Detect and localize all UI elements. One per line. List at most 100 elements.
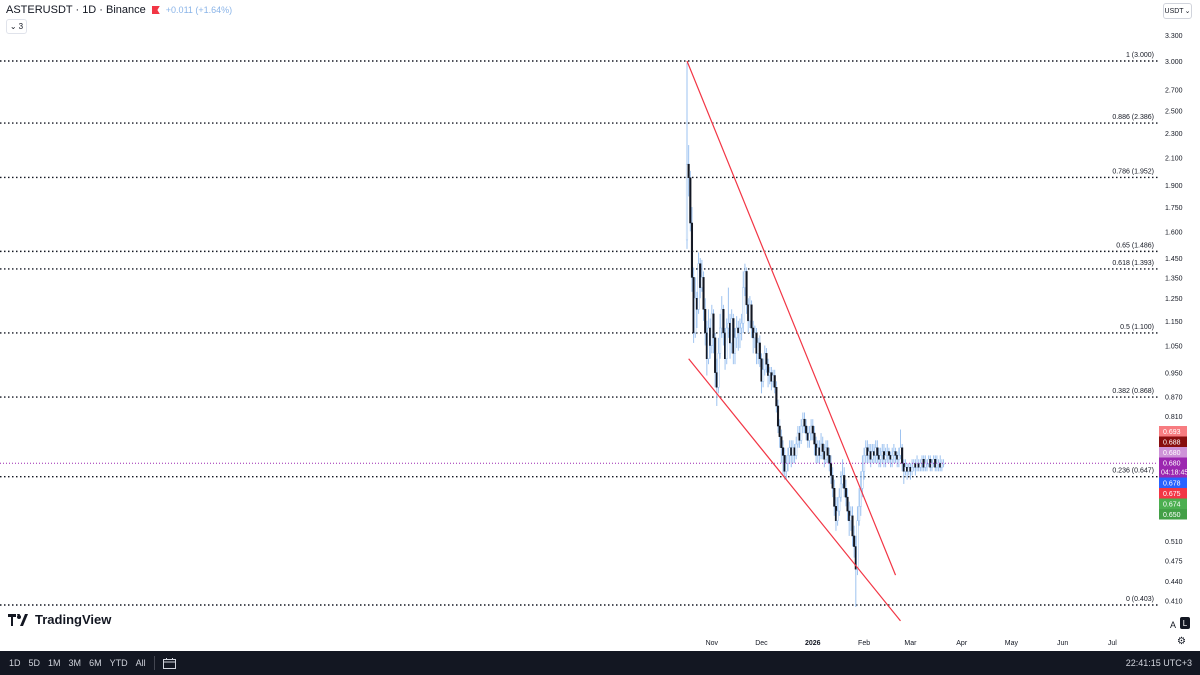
countdown-timer: 04:18:45 bbox=[1161, 470, 1188, 477]
candle-up bbox=[733, 337, 737, 354]
chevron-down-icon: ⌄ bbox=[1184, 8, 1191, 15]
range-5d-button[interactable]: 5D bbox=[28, 658, 41, 668]
indicators-collapse-button[interactable]: ⌄ 3 bbox=[6, 19, 27, 34]
candle-down bbox=[872, 451, 876, 456]
price-tag-bg bbox=[1159, 488, 1187, 499]
time-axis[interactable]: Nov Dec 2026 Feb Mar Apr May Jun Jul bbox=[706, 640, 1118, 647]
candle-down bbox=[728, 322, 732, 344]
candle-down bbox=[778, 425, 781, 437]
candle-up bbox=[892, 451, 895, 456]
log-scale-button[interactable]: L bbox=[1180, 617, 1190, 629]
candle-down bbox=[815, 443, 818, 456]
symbol-header[interactable]: ASTERUSDT · 1D · Binance +0.011 (+1.64%) bbox=[6, 4, 232, 16]
clock-readout[interactable]: 22:41:15 UTC+3 bbox=[1125, 658, 1192, 668]
tradingview-logo-icon bbox=[8, 613, 28, 626]
candle-up bbox=[757, 342, 760, 354]
time-tick-label: 2026 bbox=[805, 640, 821, 647]
price-axis[interactable]: 3.300 3.000 2.700 2.500 2.300 2.100 1.900 1.750… bbox=[1165, 33, 1183, 605]
range-all-button[interactable]: All bbox=[135, 658, 146, 668]
tradingview-logo[interactable]: TradingView bbox=[8, 612, 111, 627]
candle-down bbox=[831, 475, 834, 489]
candle-down bbox=[745, 271, 748, 306]
candle-down bbox=[715, 372, 718, 388]
date-range-icon[interactable] bbox=[162, 657, 176, 669]
time-tick-label: May bbox=[1005, 640, 1019, 647]
candle-up bbox=[763, 353, 766, 371]
candle-down bbox=[702, 277, 705, 310]
range-3m-button[interactable]: 3M bbox=[68, 658, 82, 668]
candle-up bbox=[795, 443, 798, 456]
candle-down bbox=[866, 447, 869, 456]
candle-down bbox=[765, 353, 768, 365]
candle-up bbox=[930, 462, 933, 468]
gear-icon[interactable]: ⚙ bbox=[1177, 636, 1186, 647]
candle-down bbox=[793, 447, 796, 456]
candle-down bbox=[798, 432, 801, 441]
price-tag-value: 0.650 bbox=[1163, 512, 1181, 519]
flag-icon[interactable] bbox=[151, 6, 160, 14]
candle-up bbox=[940, 462, 943, 468]
price-tick-label: 3.300 bbox=[1165, 33, 1183, 40]
candle-up bbox=[897, 455, 900, 460]
candle-down bbox=[901, 447, 904, 464]
candle-down bbox=[770, 372, 773, 382]
fib-retracement: 1 (3.000) 0.886 (2.386) 0.786 (1.952) 0.65 … bbox=[0, 52, 1158, 606]
bottom-toolbar: 1D 5D 1M 3M 6M YTD All 22:41:15 UTC+3 bbox=[0, 651, 1200, 675]
candle-down bbox=[783, 455, 786, 472]
price-chart[interactable]: 1 (3.000) 0.886 (2.386) 0.786 (1.952) 0.65 … bbox=[0, 0, 1200, 651]
fib-level-label: 0.618 (1.393) bbox=[1112, 260, 1154, 267]
candle-up bbox=[881, 451, 884, 456]
candle-up bbox=[800, 425, 803, 441]
candle-up bbox=[788, 447, 791, 456]
price-tag-value: 0.678 bbox=[1163, 481, 1181, 488]
candle-up bbox=[838, 496, 841, 512]
candle-up bbox=[694, 297, 697, 334]
candle-up bbox=[743, 271, 746, 288]
price-tick-label: 1.250 bbox=[1165, 296, 1183, 303]
candle-up bbox=[786, 455, 790, 464]
candle-down bbox=[869, 451, 872, 460]
candle-up bbox=[849, 515, 852, 521]
candle-down bbox=[818, 447, 821, 456]
currency-label: USDT bbox=[1164, 7, 1184, 15]
fib-level-label: 0.382 (0.868) bbox=[1112, 388, 1154, 395]
candle-up bbox=[748, 304, 751, 322]
candle-up bbox=[886, 451, 889, 456]
candle-down bbox=[767, 363, 770, 376]
candle-up bbox=[727, 322, 730, 329]
price-tick-label: 1.750 bbox=[1165, 205, 1183, 212]
candle-down bbox=[747, 304, 750, 322]
range-1m-button[interactable]: 1M bbox=[48, 658, 61, 668]
price-tag-bg bbox=[1159, 509, 1187, 520]
price-tick-label: 0.810 bbox=[1165, 414, 1183, 421]
range-1d-button[interactable]: 1D bbox=[9, 658, 21, 668]
candle-up bbox=[912, 462, 915, 468]
candle-up bbox=[884, 455, 887, 460]
time-tick-label: Jul bbox=[1108, 640, 1117, 647]
candle-down bbox=[790, 447, 793, 456]
candle-down bbox=[752, 327, 755, 339]
candle-down bbox=[724, 332, 727, 359]
fib-level-label: 0.236 (0.647) bbox=[1112, 468, 1154, 475]
candle-down bbox=[846, 496, 849, 512]
candle-down bbox=[877, 455, 881, 460]
range-6m-button[interactable]: 6M bbox=[89, 658, 102, 668]
candle-up bbox=[738, 327, 742, 334]
auto-scale-button[interactable]: A bbox=[1170, 620, 1177, 630]
candle-down bbox=[755, 332, 758, 354]
symbol-title[interactable]: ASTERUSDT · 1D · Binance bbox=[6, 4, 146, 16]
candle-down bbox=[828, 455, 831, 464]
candle-up bbox=[816, 447, 819, 456]
candle-down bbox=[939, 462, 942, 468]
candle-down bbox=[780, 436, 783, 448]
candle-down bbox=[775, 387, 778, 407]
candle-down bbox=[750, 304, 753, 329]
candle-up bbox=[871, 451, 874, 460]
time-tick-label: Feb bbox=[858, 640, 870, 647]
candle-up bbox=[768, 372, 771, 376]
currency-select[interactable]: USDT ⌄ bbox=[1163, 3, 1192, 19]
price-tick-label: 2.100 bbox=[1165, 156, 1183, 163]
candle-down bbox=[712, 313, 715, 339]
range-ytd-button[interactable]: YTD bbox=[109, 658, 128, 668]
price-tick-label: 1.900 bbox=[1165, 183, 1183, 190]
